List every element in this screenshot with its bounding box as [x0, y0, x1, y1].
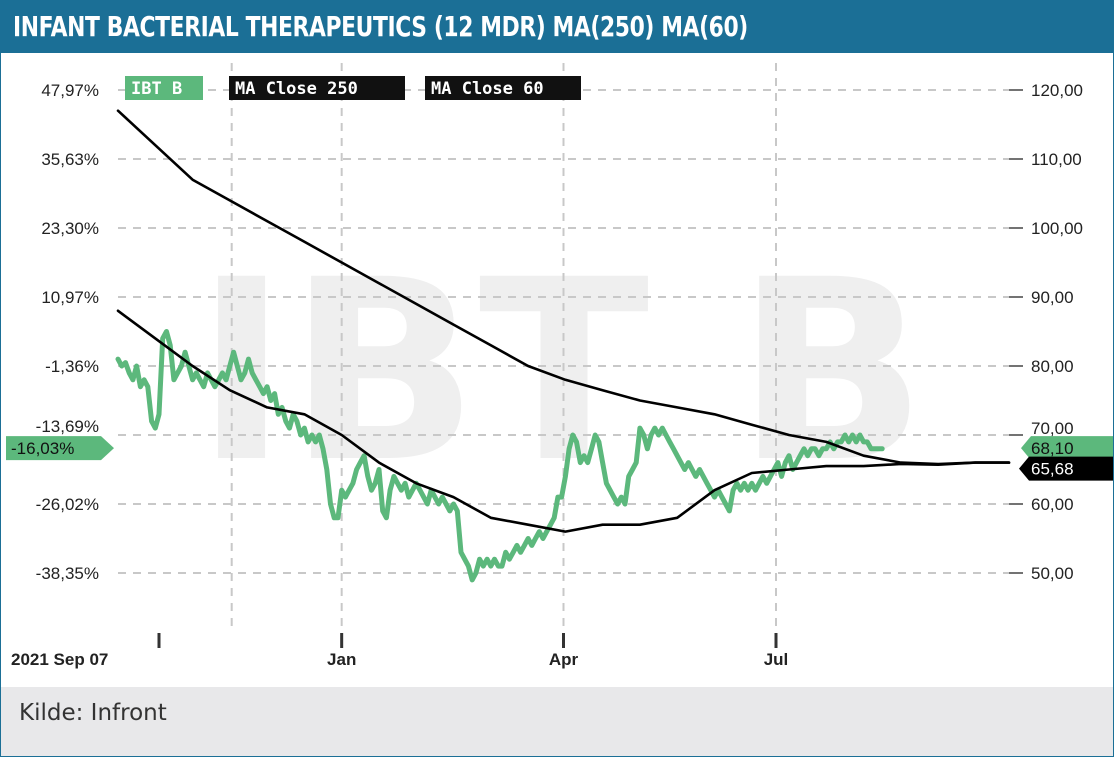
title-bar: INFANT BACTERIAL THERAPEUTICS (12 MDR) M…	[1, 1, 1113, 53]
ma-badge-label: 65,68	[1031, 460, 1074, 479]
source-label: Kilde: Infront	[19, 700, 167, 726]
watermark-text: IBT B	[195, 226, 927, 517]
x-tick-label: Jul	[764, 650, 789, 669]
legend-entry-1: MA Close 250	[235, 79, 358, 99]
x-axis: 2021 Sep 07 Jan Apr Jul	[11, 633, 788, 669]
left-tick-label: 10,97%	[41, 288, 99, 307]
x-tick-label: 2021 Sep 07	[11, 650, 108, 669]
left-pct-badge	[6, 436, 114, 461]
legend-entry-0: IBT B	[131, 79, 182, 99]
price-badge-label: 68,10	[1031, 439, 1074, 458]
badges: -16,03% 68,10 65,68	[6, 436, 1113, 481]
left-tick-label: 23,30%	[41, 219, 99, 238]
left-pct-label: -16,03%	[11, 439, 74, 458]
left-tick-label: 35,63%	[41, 150, 99, 169]
right-axis: 120,00 110,00 100,00 90,00 80,00 70,00 60,00 50…	[1009, 81, 1083, 583]
chart-svg: IBT B 47,97% 35,63% 23,30% 10,97% -1,36% -26,…	[6, 63, 1113, 669]
x-tick-label: Apr	[549, 650, 579, 669]
left-tick-label: 47,97%	[41, 81, 99, 100]
chart-title: INFANT BACTERIAL THERAPEUTICS (12 MDR) M…	[13, 10, 748, 43]
series-line-2	[116, 309, 1011, 533]
series-layer	[115, 109, 1011, 583]
right-tick-label: 50,00	[1031, 564, 1074, 583]
left-tick-label: -26,02%	[36, 495, 99, 514]
right-tick-label: 120,00	[1031, 81, 1083, 100]
left-axis: 47,97% 35,63% 23,30% 10,97% -1,36% -26,02% -38…	[36, 81, 99, 583]
right-tick-label: 90,00	[1031, 288, 1074, 307]
legend-swatch-2	[425, 76, 581, 100]
legend-swatch-1	[229, 76, 405, 100]
legend-entry-2: MA Close 60	[431, 79, 544, 99]
left-tick-label: -1,36%	[45, 357, 99, 376]
left-tick-label: -38,35%	[36, 564, 99, 583]
footer: Kilde: Infront	[1, 687, 1113, 756]
legend-swatch-0	[125, 76, 203, 100]
right-tick-label: 70,00	[1031, 419, 1074, 438]
legend: IBT B MA Close 250 MA Close 60	[125, 76, 581, 100]
right-tick-label: 100,00	[1031, 219, 1083, 238]
right-tick-label: 60,00	[1031, 495, 1074, 514]
right-tick-label: 80,00	[1031, 357, 1074, 376]
left-tick-label: -13,69%	[36, 417, 99, 436]
price-badge	[1021, 436, 1113, 461]
ma-badge	[1019, 456, 1113, 481]
x-tick-label: Jan	[327, 650, 356, 669]
series-line-0	[115, 329, 885, 583]
right-tick-label: 110,00	[1031, 150, 1082, 169]
series-line-1	[116, 109, 1011, 466]
